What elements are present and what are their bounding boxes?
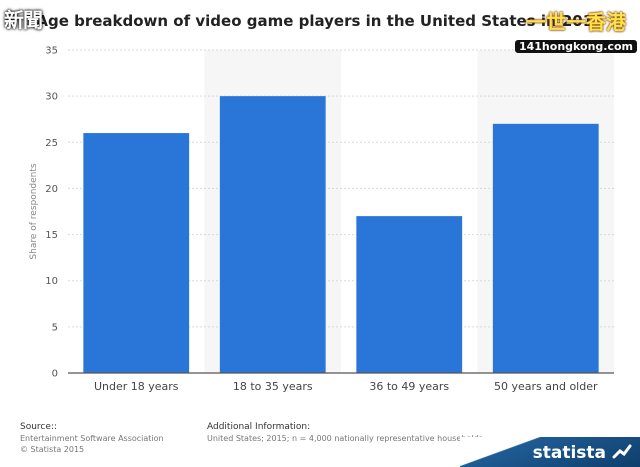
y-tick-label: 0 [52,369,58,380]
bar [492,123,599,373]
bar [356,216,463,373]
source-line: Entertainment Software Association [20,434,164,443]
y-tick-label: 35 [45,46,58,57]
x-category-label: 50 years and older [494,380,598,393]
news-watermark-logo: 新聞 [4,8,43,32]
hongkong-watermark-logo: 一世一香港 141hongkong.com [514,6,638,53]
x-category-label: 36 to 49 years [369,380,449,393]
hongkong-watermark-title: 一世一香港 [526,10,626,34]
y-axis-label: Share of respondents [29,163,39,260]
y-tick-label: 10 [45,276,58,287]
x-category-label: 18 to 35 years [233,380,313,393]
y-tick-label: 15 [45,230,58,241]
statista-brand-bar[interactable]: statista [460,437,640,467]
y-tick-label: 20 [45,184,58,195]
y-tick-label: 5 [52,322,58,333]
y-tick-label: 30 [45,92,58,103]
hongkong-watermark-url: 141hongkong.com [514,40,638,53]
copyright-line: © Statista 2015 [20,445,85,454]
source-block: Source:: Entertainment Software Associat… [20,422,164,455]
source-heading: Source:: [20,422,57,432]
bar [219,96,326,374]
statista-wave-icon [612,444,632,459]
y-tick-label: 25 [45,138,58,149]
statista-logo[interactable]: statista [532,443,606,463]
additional-info-heading: Additional Information: [207,422,311,432]
x-category-label: Under 18 years [94,380,179,393]
chart-title: Age breakdown of video game players in t… [36,12,604,30]
additional-info-text: United States; 2015; n = 4,000 nationall… [207,434,483,443]
bar [83,133,190,373]
additional-info-block: Additional Information: United States; 2… [207,422,483,444]
